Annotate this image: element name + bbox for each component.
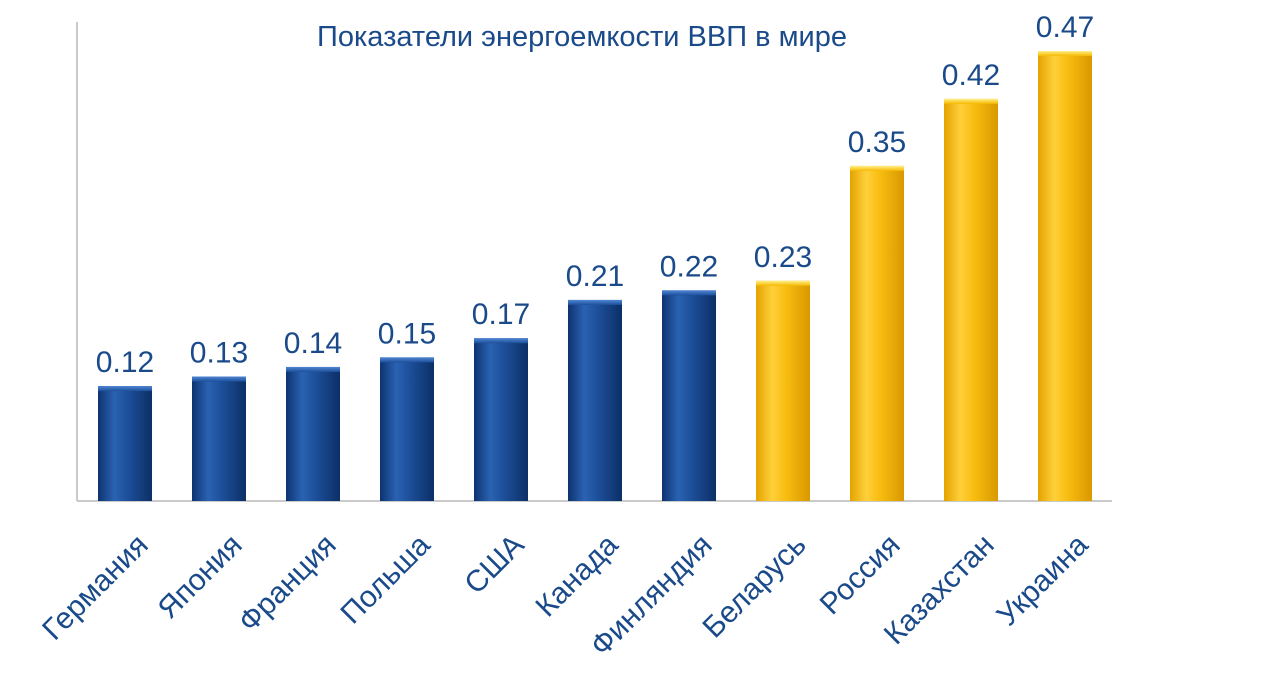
value-label-франция: 0.14 bbox=[284, 327, 342, 360]
bar-cap-беларусь bbox=[756, 280, 810, 286]
bar-франция bbox=[286, 366, 340, 501]
value-label-канада: 0.21 bbox=[566, 260, 624, 293]
chart-title: Показатели энергоемкости ВВП в мире bbox=[317, 21, 847, 53]
bar-беларусь bbox=[756, 280, 810, 501]
category-label-япония: Япония bbox=[152, 528, 249, 625]
category-label-польша: Польша bbox=[334, 528, 436, 630]
value-label-беларусь: 0.23 bbox=[754, 241, 812, 274]
bar-казахстан bbox=[944, 98, 998, 501]
bar-cap-польша bbox=[380, 357, 434, 363]
value-label-казахстан: 0.42 bbox=[942, 59, 1000, 92]
bar-канада bbox=[568, 299, 622, 501]
bar-польша bbox=[380, 357, 434, 501]
bar-украина bbox=[1038, 51, 1092, 501]
value-label-япония: 0.13 bbox=[190, 337, 248, 370]
category-label-германия: Германия bbox=[36, 528, 154, 646]
bar-cap-финляндия bbox=[662, 290, 716, 296]
category-label-франция: Франция bbox=[232, 528, 342, 638]
bar-cap-сша bbox=[474, 338, 528, 344]
bar-cap-германия bbox=[98, 386, 152, 392]
bar-россия bbox=[850, 165, 904, 501]
bar-сша bbox=[474, 338, 528, 501]
value-label-финляндия: 0.22 bbox=[660, 250, 718, 283]
bar-германия bbox=[98, 386, 152, 501]
bar-cap-казахстан bbox=[944, 98, 998, 104]
category-label-канада: Канада bbox=[529, 528, 624, 623]
bar-cap-россия bbox=[850, 165, 904, 171]
category-label-сша: США bbox=[458, 528, 530, 600]
value-labels-group: 0.12 0.13 0.14 0.15 0.17 0.21 0.22 0.23 0.35 0.42… bbox=[96, 11, 1094, 379]
bar-cap-канада bbox=[568, 299, 622, 305]
bar-финляндия bbox=[662, 290, 716, 501]
category-label-беларусь: Беларусь bbox=[697, 528, 813, 644]
category-label-украина: Украина bbox=[991, 528, 1095, 632]
bar-япония bbox=[192, 376, 246, 501]
value-label-германия: 0.12 bbox=[96, 346, 154, 379]
category-label-россия: Россия bbox=[814, 528, 907, 621]
value-label-польша: 0.15 bbox=[378, 317, 436, 350]
bar-cap-украина bbox=[1038, 51, 1092, 56]
bar-cap-япония bbox=[192, 376, 246, 382]
value-label-украина: 0.47 bbox=[1036, 11, 1094, 44]
bars-group bbox=[98, 51, 1092, 501]
value-label-сша: 0.17 bbox=[472, 298, 530, 331]
value-label-россия: 0.35 bbox=[848, 126, 906, 159]
bar-cap-франция bbox=[286, 366, 340, 372]
